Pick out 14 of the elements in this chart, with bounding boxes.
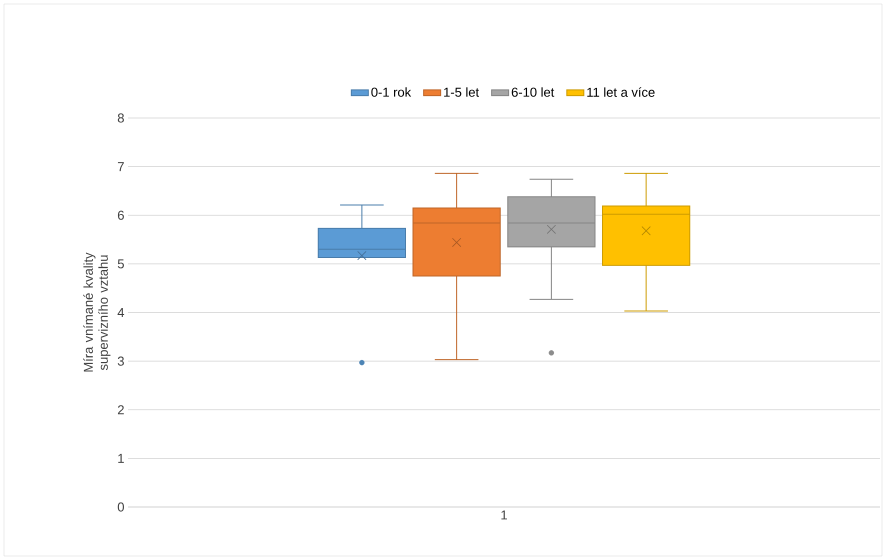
y-tick-label: 8	[118, 113, 124, 123]
legend-label: 1-5 let	[444, 87, 480, 97]
y-tick-label: 4	[118, 308, 124, 317]
y-tick-label: 1	[118, 454, 124, 463]
y-tick-label: 6	[118, 210, 124, 220]
legend-label: 6-10 let	[512, 87, 554, 97]
y-tick-label: 5	[118, 259, 124, 268]
y-tick-label: 0	[118, 502, 124, 512]
y-tick-label: 7	[118, 162, 124, 172]
legend-label: 0-1 rok	[371, 87, 412, 97]
y-tick-label: 3	[118, 356, 124, 366]
y-tick-label: 2	[118, 405, 124, 414]
legend-label: 11 let a více	[587, 87, 655, 97]
y-axis-title: Míra vnímané kvality supervizního vztahu	[83, 252, 110, 372]
